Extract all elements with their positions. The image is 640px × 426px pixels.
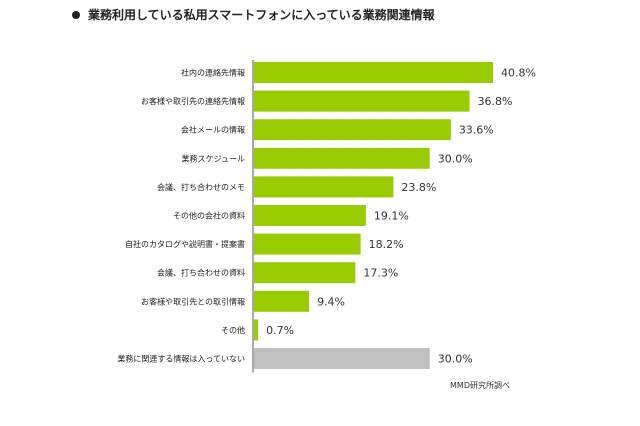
category-label: 業務スケジュール	[182, 153, 245, 163]
value-label: 36.8%	[478, 95, 513, 108]
chart-title-row: 業務利用している私用スマートフォンに入っている業務関連情報	[72, 6, 435, 23]
bar	[254, 348, 430, 369]
category-label: 業務に関連する情報は入っていない	[117, 354, 245, 364]
value-label: 9.4%	[317, 295, 345, 308]
bar	[254, 176, 394, 198]
category-label: その他の会社の資料	[173, 211, 245, 221]
category-label: 会社メールの情報	[181, 125, 245, 135]
bar	[254, 262, 356, 284]
category-label: 会議、打ち合わせの資料	[157, 268, 245, 278]
value-label: 40.8%	[501, 67, 536, 80]
value-label: 0.7%	[266, 324, 294, 337]
category-label: 自社のカタログや説明書・提案書	[125, 239, 245, 249]
bar	[254, 90, 470, 112]
bar	[254, 62, 493, 83]
bar	[254, 233, 361, 255]
value-label: 33.6%	[459, 124, 494, 137]
value-label: 23.8%	[401, 181, 436, 194]
category-label: その他	[221, 325, 245, 335]
bar	[254, 205, 366, 226]
bullet-dot-icon	[72, 10, 80, 19]
value-label: 30.0%	[438, 353, 473, 366]
bar	[254, 319, 259, 341]
category-label: 会議、打ち合わせのメモ	[157, 182, 245, 192]
category-label: お客様や取引先の連絡先情報	[141, 96, 245, 106]
value-label: 19.1%	[374, 210, 409, 223]
source-note: MMD研究所調べ	[450, 381, 510, 390]
value-label: 17.3%	[363, 267, 398, 280]
bar	[254, 290, 310, 312]
category-label: お客様や取引先との取引情報	[141, 296, 245, 306]
value-label: 18.2%	[369, 238, 404, 251]
bar	[254, 119, 451, 141]
value-label: 30.0%	[438, 152, 473, 165]
chart-title: 業務利用している私用スマートフォンに入っている業務関連情報	[88, 8, 435, 22]
bar	[254, 147, 430, 169]
category-label: 社内の連絡先情報	[181, 68, 245, 78]
